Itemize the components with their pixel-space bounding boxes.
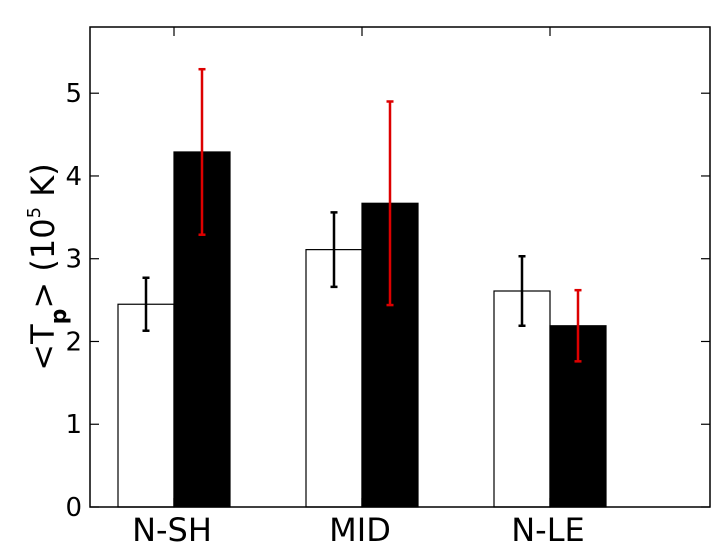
bars-layer [117,151,607,508]
y-tick-label: 2 [65,327,82,357]
error-bar-mid-series1 [330,211,338,289]
y-tick-label: 1 [65,410,82,440]
y-tick-label: 4 [65,162,82,192]
y-axis-label-superscript: 5 [24,207,45,218]
x-category-label: N-SH [132,511,212,549]
error-bar-n-sh-series1 [142,276,150,332]
bar-mid-series1 [305,249,363,508]
x-axis: N-SH MID N-LE [132,27,585,549]
y-axis-label-subscript: p [47,309,72,325]
y-axis-label-prefix: <T [24,324,62,371]
y-axis: 0 1 2 3 4 5 [65,79,710,523]
y-tick-label: 0 [65,493,82,523]
y-axis-label-middle: > (10 [24,218,62,308]
error-bar-n-le-series2 [574,288,582,363]
y-axis-label-suffix: K) [24,163,62,207]
plot-frame [89,26,711,508]
error-bar-mid-series2 [386,100,394,307]
x-category-label: N-LE [511,511,585,549]
bar-n-sh-series1 [117,303,175,508]
x-category-label: MID [329,511,391,549]
error-bar-n-sh-series2 [198,67,206,236]
error-bars-layer [142,67,582,363]
error-bar-n-le-series1 [518,254,526,328]
y-axis-label: <Tp> (105 K) [24,163,72,370]
y-tick-label: 3 [65,245,82,275]
y-tick-label: 5 [65,79,82,109]
